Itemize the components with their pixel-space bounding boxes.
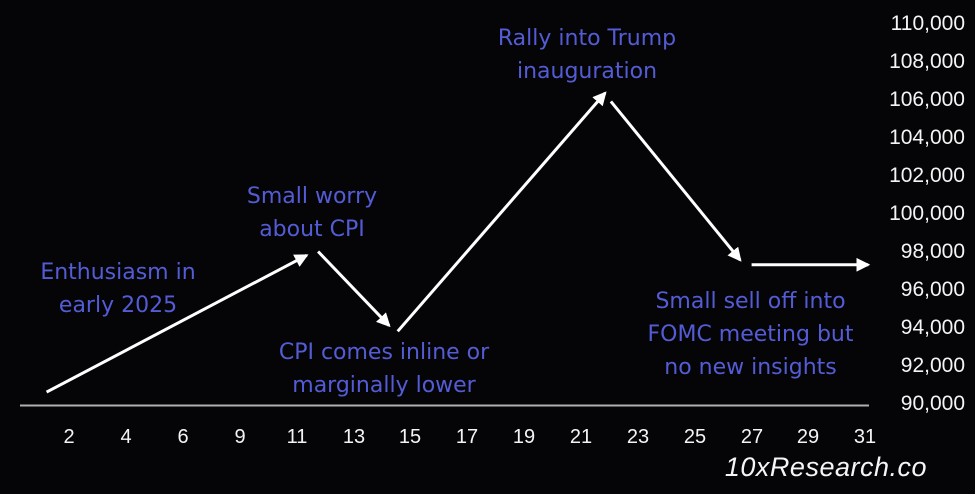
annotation-cpi-comes-inline: CPI comes inline or marginally lower [278, 340, 490, 398]
y-tick-label: 90,000 [900, 392, 965, 415]
annotation-fomc-sell-off: Small sell off into FOMC meeting but no … [647, 289, 854, 380]
x-tick-label: 9 [234, 426, 246, 448]
watermark-10xresearch: 10xResearch.co [724, 452, 927, 482]
x-tick-label: 6 [177, 426, 189, 448]
annotation-rally-inauguration: Rally into Trump inauguration [497, 26, 677, 84]
y-tick-label: 104,000 [889, 126, 965, 149]
x-tick-label: 27 [740, 426, 764, 448]
price-arrow-segment [609, 100, 742, 262]
x-tick-label: 21 [569, 426, 593, 448]
y-tick-label: 98,000 [900, 240, 965, 263]
x-tick-label: 11 [286, 426, 308, 448]
x-tick-label: 2 [63, 426, 75, 448]
y-tick-label: 100,000 [889, 202, 965, 225]
price-arrow-segment [45, 253, 309, 394]
x-tick-label: 13 [342, 426, 366, 448]
x-tick-label: 29 [796, 426, 820, 448]
price-arrow-segments [45, 91, 871, 394]
x-tick-label: 17 [455, 426, 479, 448]
x-tick-label: 15 [398, 426, 422, 448]
price-arrow-segment [317, 250, 391, 328]
y-tick-label: 106,000 [889, 88, 965, 111]
y-tick-label: 94,000 [900, 316, 965, 339]
y-tick-label: 110,000 [890, 12, 965, 35]
annotation-small-worry-cpi: Small worry about CPI [246, 184, 378, 242]
x-tick-label: 31 [853, 426, 877, 448]
y-tick-label: 108,000 [889, 50, 965, 73]
x-tick-label: 23 [626, 426, 650, 448]
x-tick-label: 19 [512, 426, 536, 448]
y-tick-label: 102,000 [889, 164, 965, 187]
y-tick-label: 96,000 [900, 278, 965, 301]
price-arrow-segment [396, 91, 607, 333]
x-tick-label: 4 [120, 426, 132, 448]
annotation-enthusiasm: Enthusiasm in early 2025 [40, 260, 196, 318]
y-tick-label: 92,000 [900, 354, 965, 377]
x-tick-label: 25 [683, 426, 707, 448]
